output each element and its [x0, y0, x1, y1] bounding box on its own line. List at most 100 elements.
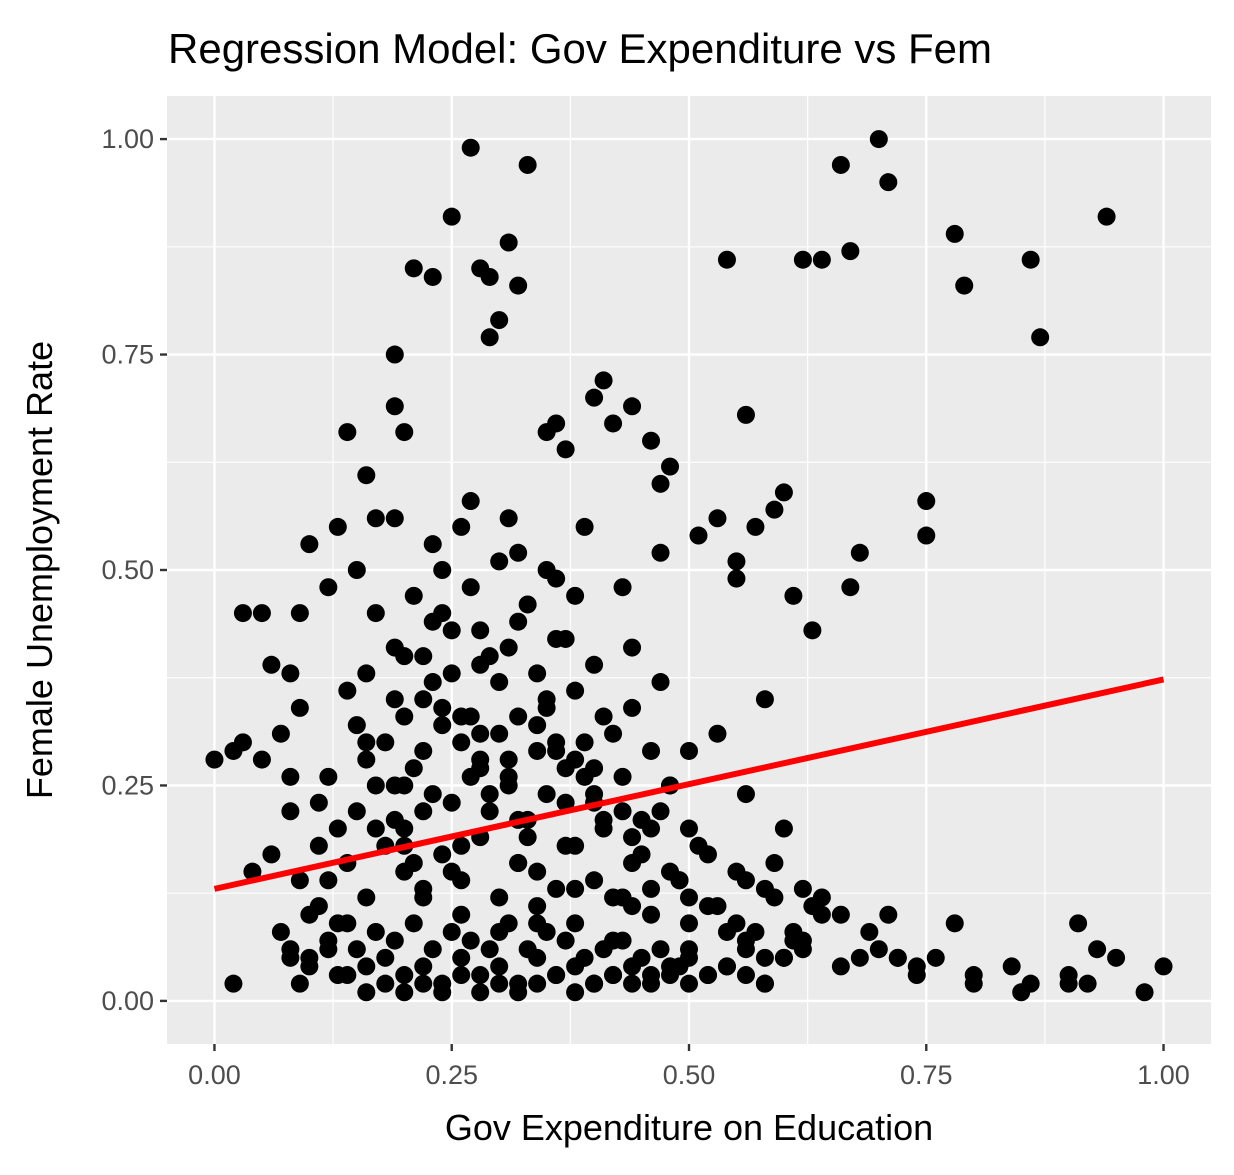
data-point: [480, 785, 499, 804]
data-point: [281, 767, 300, 786]
data-point: [471, 966, 490, 985]
data-point: [366, 509, 385, 528]
data-point: [300, 957, 319, 976]
data-point: [774, 819, 793, 838]
data-point: [585, 655, 604, 674]
data-point: [252, 604, 271, 623]
data-point: [423, 940, 442, 959]
data-point: [736, 785, 755, 804]
data-point: [556, 793, 575, 812]
data-point: [537, 561, 556, 579]
data-point: [841, 242, 860, 261]
data-point: [1097, 207, 1116, 226]
data-point: [736, 966, 755, 985]
data-point: [774, 948, 793, 967]
x-tick-label: 0.75: [900, 1060, 953, 1090]
data-point: [452, 948, 471, 967]
data-point: [528, 741, 547, 760]
data-point: [347, 716, 366, 735]
data-point: [594, 707, 613, 726]
data-point: [433, 845, 452, 864]
data-point: [338, 966, 357, 985]
data-point: [831, 957, 850, 976]
data-point: [423, 267, 442, 286]
data-point: [395, 983, 414, 1002]
data-point: [537, 785, 556, 804]
data-point: [670, 871, 689, 890]
data-point: [651, 940, 670, 959]
data-point: [328, 914, 347, 933]
y-axis-title: Female Unemployment Rate: [19, 341, 60, 799]
data-point: [376, 733, 395, 752]
data-point: [452, 966, 471, 985]
data-point: [651, 802, 670, 821]
data-points: [205, 130, 1173, 1002]
data-point: [414, 647, 433, 666]
data-point: [1021, 974, 1040, 993]
y-tick-label: 0.25: [101, 770, 154, 800]
data-point: [765, 888, 784, 907]
data-point: [585, 759, 604, 778]
data-point: [300, 905, 319, 924]
data-point: [518, 595, 537, 614]
data-point: [623, 974, 642, 993]
data-point: [585, 388, 604, 407]
data-point: [1088, 940, 1107, 959]
data-point: [623, 698, 642, 717]
x-tick-label: 0.50: [663, 1060, 716, 1090]
data-point: [490, 888, 509, 907]
data-point: [243, 862, 262, 881]
data-point: [376, 948, 395, 967]
data-point: [471, 983, 490, 1002]
data-point: [793, 940, 812, 959]
data-point: [309, 793, 328, 812]
data-point: [414, 802, 433, 821]
data-point: [528, 948, 547, 967]
data-point: [642, 879, 661, 898]
data-point: [414, 690, 433, 709]
data-point: [642, 741, 661, 760]
data-point: [224, 741, 243, 760]
data-point: [385, 776, 404, 795]
data-point: [869, 940, 888, 959]
data-point: [461, 138, 480, 157]
data-point: [831, 155, 850, 174]
data-point: [708, 509, 727, 528]
data-point: [461, 931, 480, 950]
data-point: [271, 922, 290, 941]
data-point: [651, 673, 670, 692]
y-tick-label: 0.75: [101, 340, 154, 370]
data-point: [575, 948, 594, 967]
data-point: [499, 638, 518, 657]
data-point: [860, 922, 879, 941]
regression-line: [213, 676, 1165, 892]
data-point: [746, 517, 765, 536]
data-point: [423, 673, 442, 692]
data-point: [518, 155, 537, 174]
data-point: [604, 931, 623, 950]
data-point: [357, 664, 376, 683]
data-point: [717, 922, 736, 941]
data-point: [281, 948, 300, 967]
data-point: [528, 897, 547, 916]
data-point: [319, 578, 338, 597]
data-point: [252, 750, 271, 769]
data-point: [395, 966, 414, 985]
data-point: [281, 802, 300, 821]
data-point: [727, 552, 746, 571]
data-point: [518, 828, 537, 847]
data-point: [357, 750, 376, 769]
data-point: [404, 259, 423, 278]
data-point: [509, 276, 528, 295]
data-point: [480, 267, 499, 286]
data-point: [385, 690, 404, 709]
data-point: [642, 431, 661, 450]
data-point: [471, 724, 490, 743]
data-point: [442, 207, 461, 226]
data-point: [347, 940, 366, 959]
data-point: [1107, 948, 1126, 967]
data-point: [262, 845, 281, 864]
data-point: [385, 509, 404, 528]
y-axis: 0.00 0.25 0.50 0.75 1.00: [101, 124, 167, 1016]
data-point: [433, 983, 452, 1002]
